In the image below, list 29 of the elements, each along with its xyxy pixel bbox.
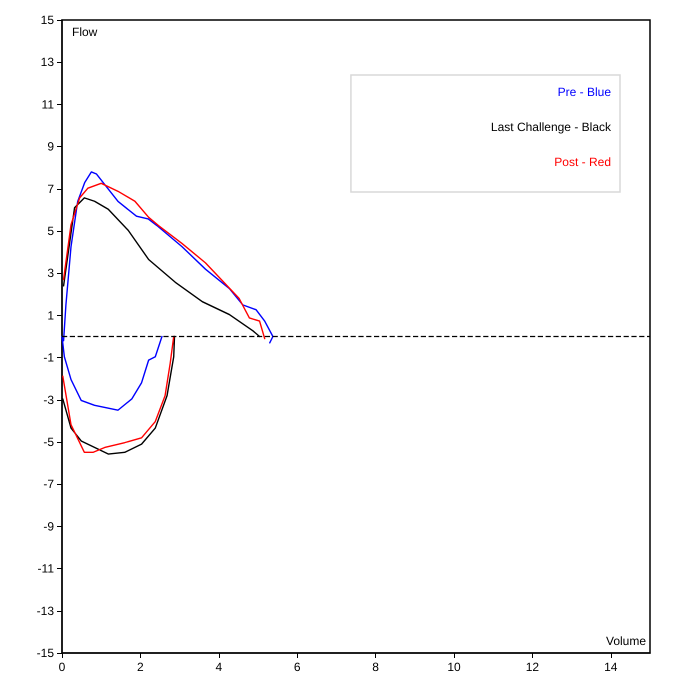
- y-tick-label: -9: [43, 519, 54, 534]
- x-tick-label: 12: [526, 660, 540, 674]
- text: Last Challenge - Black: [490, 120, 612, 134]
- x-tick-label: 2: [137, 660, 144, 674]
- text: Pre - Blue: [558, 85, 612, 99]
- y-tick-label: 9: [47, 140, 54, 154]
- y-tick-label: 1: [47, 308, 54, 322]
- y-tick-label: 5: [47, 224, 54, 238]
- y-axis-title: Flow: [72, 25, 98, 39]
- x-tick-label: 0: [58, 660, 66, 674]
- y-tick-label: -11: [38, 562, 54, 576]
- text: Post - Red: [554, 155, 611, 169]
- y-tick-label: -7: [43, 477, 54, 492]
- x-tick-label: 10: [447, 660, 461, 674]
- x-tick-label: 8: [372, 660, 380, 674]
- x-tick-label: 4: [215, 660, 222, 674]
- y-tick-label: 15: [40, 13, 54, 27]
- y-tick-label: -13: [36, 604, 54, 618]
- y-tick-label: -15: [36, 646, 54, 660]
- x-tick-label: 14: [604, 660, 618, 674]
- y-tick-label: -1: [43, 350, 54, 365]
- y-tick-label: 11: [42, 97, 54, 112]
- y-tick-label: 7: [47, 182, 54, 196]
- y-tick-label: -5: [43, 435, 54, 449]
- y-tick-label: -3: [43, 392, 54, 407]
- y-tick-label: 13: [40, 55, 54, 70]
- x-tick-label: 6: [294, 660, 301, 674]
- x-axis-title: Volume: [606, 634, 646, 648]
- y-tick-label: 3: [47, 266, 54, 280]
